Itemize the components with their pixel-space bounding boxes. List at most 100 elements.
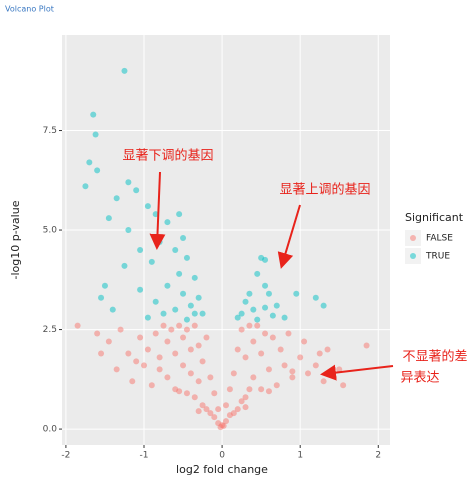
point	[269, 312, 276, 319]
point	[265, 388, 272, 395]
point	[211, 414, 218, 421]
point	[160, 322, 167, 329]
point	[156, 366, 163, 373]
point	[152, 211, 159, 218]
point	[281, 362, 288, 369]
point	[183, 254, 190, 261]
point	[187, 302, 194, 309]
point	[92, 131, 99, 138]
point	[226, 386, 233, 393]
point	[273, 382, 280, 389]
point	[207, 374, 214, 381]
point	[176, 211, 183, 218]
point	[144, 203, 151, 210]
point	[183, 316, 190, 323]
point	[176, 388, 183, 395]
point	[246, 386, 253, 393]
point	[125, 179, 132, 186]
point	[301, 338, 308, 345]
point	[262, 282, 269, 289]
point	[113, 366, 120, 373]
point	[238, 310, 245, 317]
point	[180, 290, 187, 297]
arrow	[277, 204, 301, 269]
point	[113, 195, 120, 202]
point	[187, 346, 194, 353]
point	[191, 310, 198, 317]
point	[180, 235, 187, 242]
point	[121, 67, 128, 74]
point	[172, 306, 179, 313]
point	[133, 358, 140, 365]
point	[109, 306, 116, 313]
point	[172, 350, 179, 357]
point	[183, 390, 190, 397]
point	[203, 406, 210, 413]
point	[265, 290, 272, 297]
x-tick-label: -1	[140, 451, 149, 461]
point	[258, 386, 265, 393]
y-tick-label: 7.5	[43, 126, 57, 136]
point	[191, 322, 198, 329]
point	[105, 215, 112, 222]
point	[207, 410, 214, 417]
point	[242, 394, 249, 401]
y-tick-label: 0.0	[43, 425, 58, 435]
point	[312, 294, 319, 301]
point	[137, 286, 144, 293]
point	[250, 374, 257, 381]
point	[187, 370, 194, 377]
point	[242, 298, 249, 305]
point	[285, 330, 292, 337]
point	[199, 358, 206, 365]
point	[254, 270, 261, 277]
point	[137, 246, 144, 253]
legend-marker	[410, 235, 416, 241]
point	[129, 378, 136, 385]
point	[316, 350, 323, 357]
point	[168, 326, 175, 333]
point	[211, 390, 218, 397]
x-axis-title: log2 fold change	[176, 463, 268, 476]
point	[238, 326, 245, 333]
point	[74, 322, 81, 329]
point	[117, 326, 124, 333]
point	[172, 246, 179, 253]
point	[250, 338, 257, 345]
point	[230, 410, 237, 417]
point	[320, 378, 327, 385]
point	[254, 322, 261, 329]
point	[199, 310, 206, 317]
point	[180, 362, 187, 369]
point	[125, 350, 132, 357]
legend-label: TRUE	[425, 252, 450, 262]
point	[234, 314, 241, 321]
point	[230, 370, 237, 377]
point	[215, 406, 222, 413]
point	[152, 330, 159, 337]
point	[220, 422, 227, 429]
point	[234, 406, 241, 413]
point	[199, 402, 206, 409]
point	[234, 346, 241, 353]
point	[144, 314, 151, 321]
y-tick-label: 2.5	[43, 325, 57, 335]
point	[297, 354, 304, 361]
point	[176, 270, 183, 277]
point	[86, 159, 93, 166]
point	[269, 334, 276, 341]
y-axis-title: -log10 p-value	[9, 200, 22, 279]
point	[246, 322, 253, 329]
point	[250, 306, 257, 313]
point	[340, 382, 347, 389]
point	[141, 362, 147, 369]
point	[195, 378, 202, 385]
point	[137, 334, 144, 341]
arrow	[320, 364, 394, 381]
point	[238, 398, 245, 405]
point	[121, 262, 128, 269]
point	[148, 382, 155, 389]
point	[98, 294, 105, 301]
x-tick-label: -2	[61, 451, 70, 461]
